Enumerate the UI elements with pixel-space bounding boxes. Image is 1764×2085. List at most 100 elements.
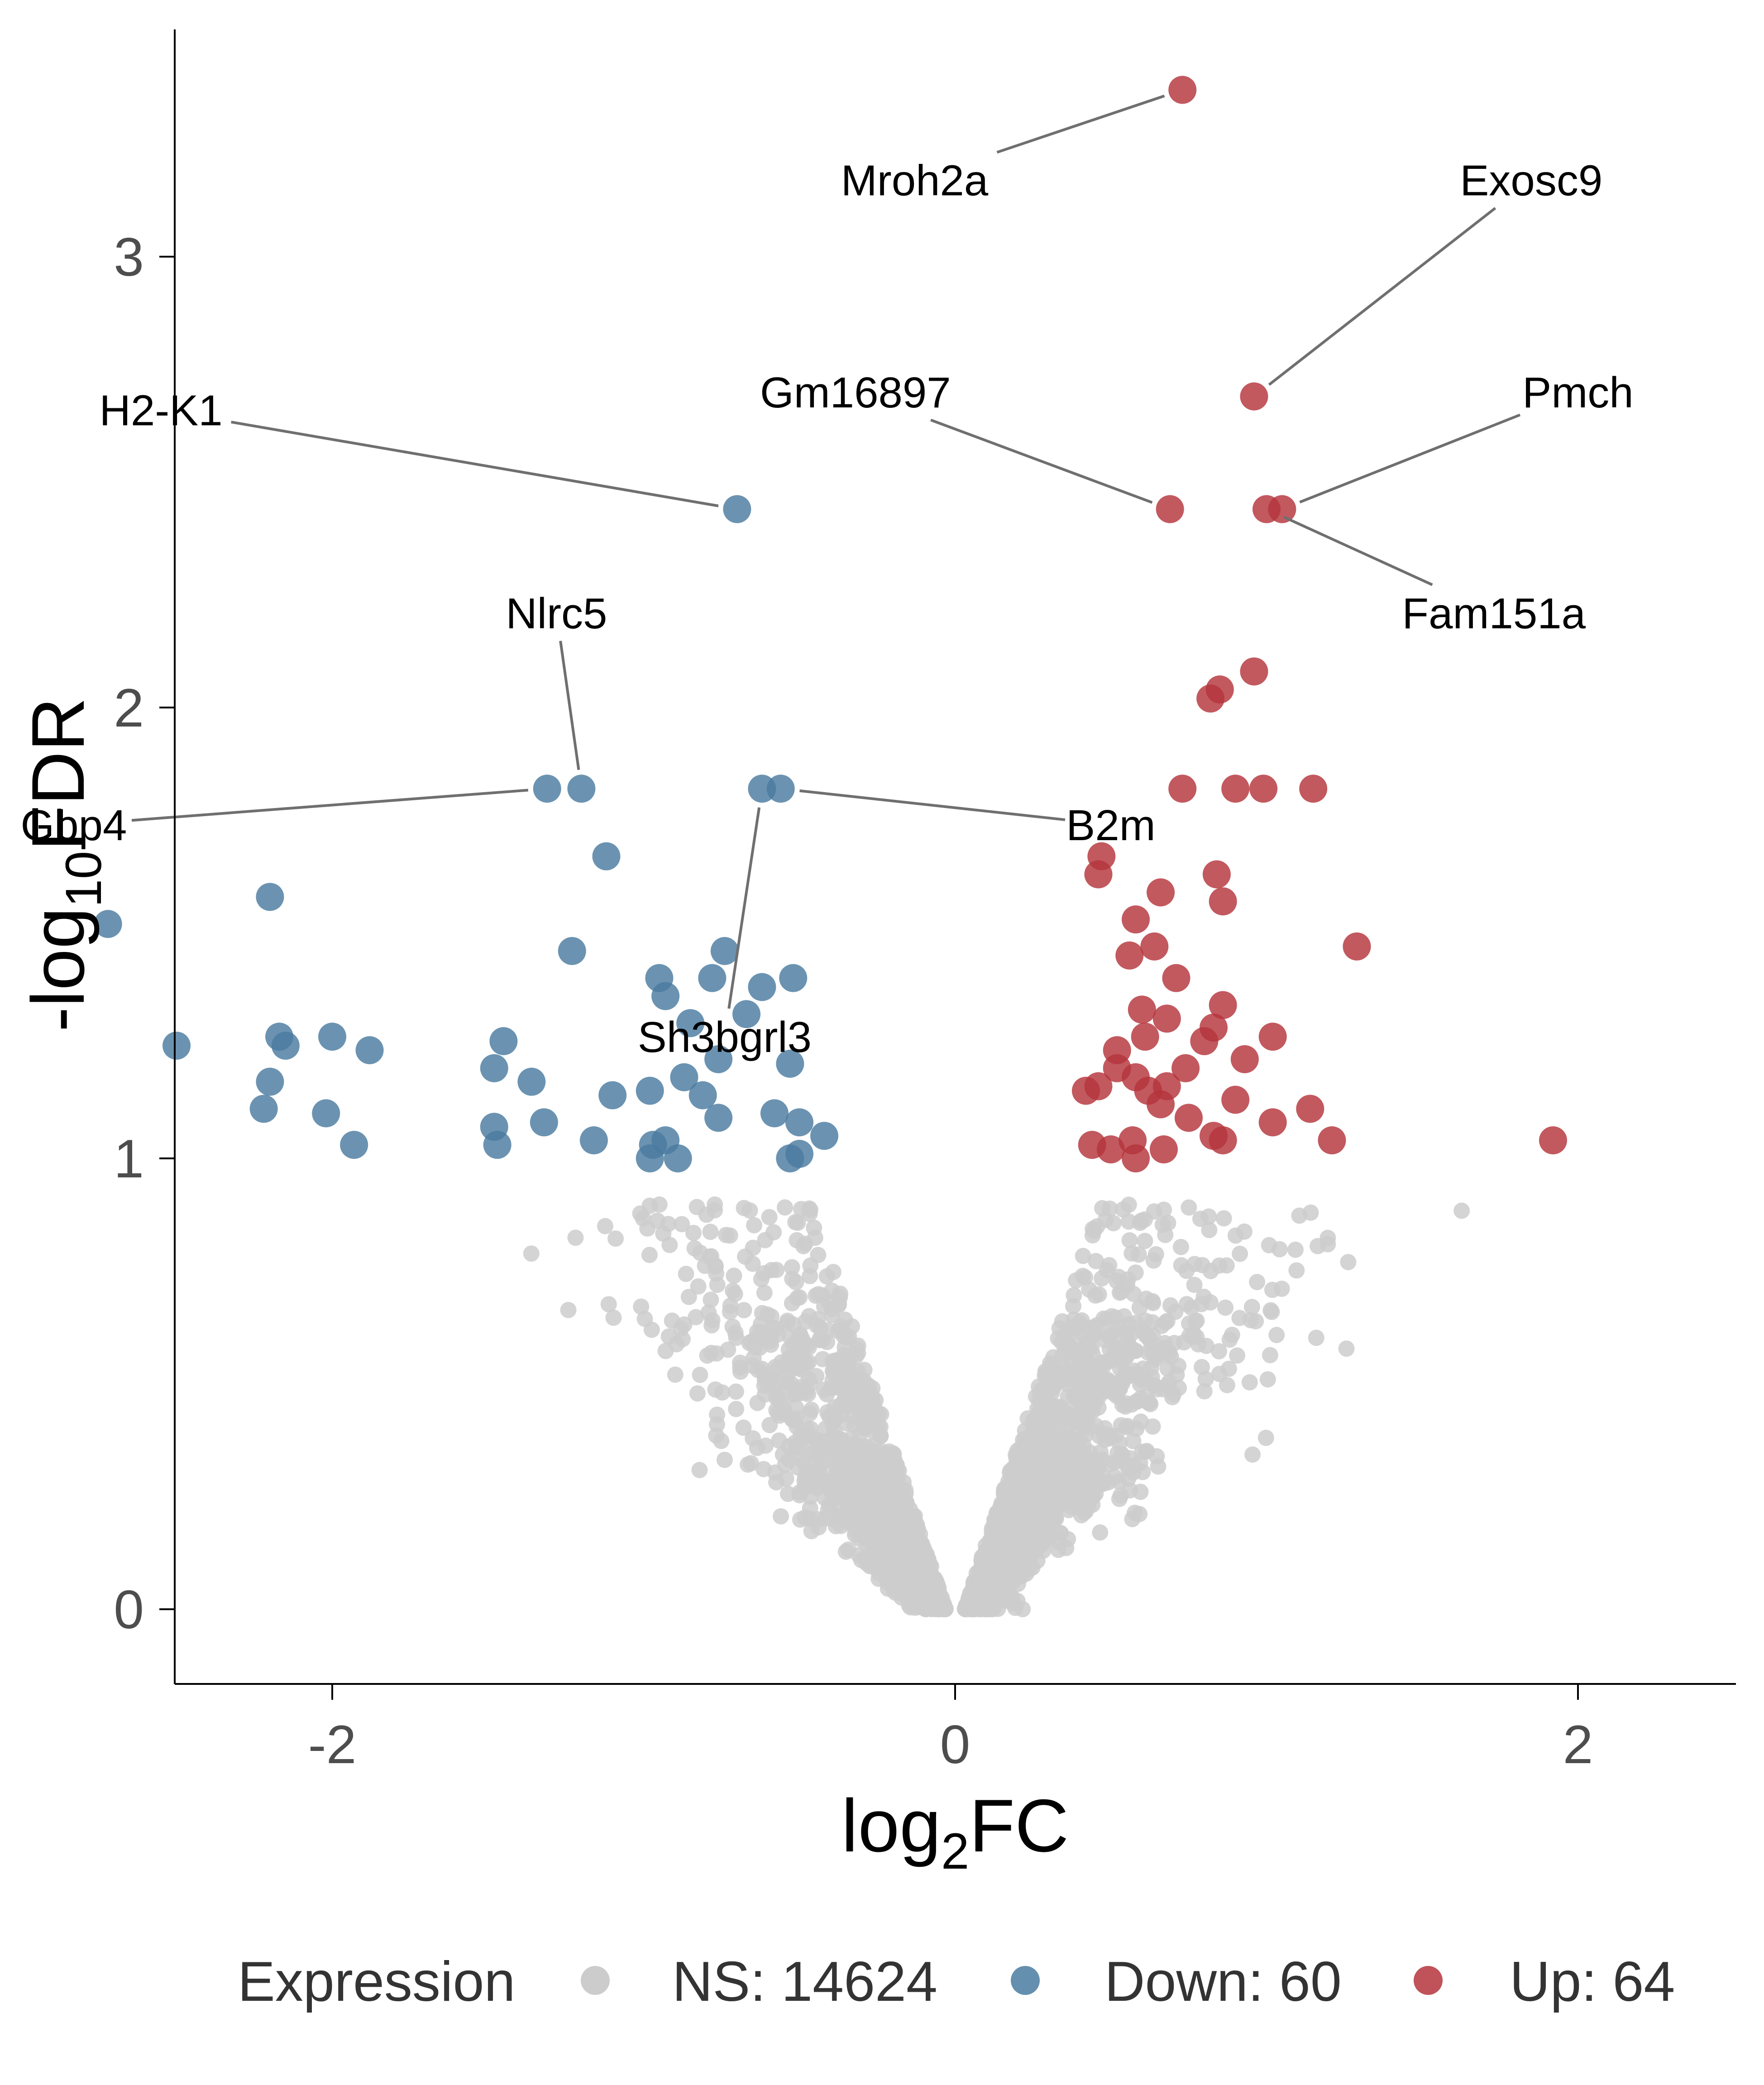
down-point (760, 1099, 789, 1128)
down-point (517, 1067, 546, 1096)
ns-point (793, 1200, 809, 1217)
ns-point (1000, 1491, 1017, 1507)
ns-point (762, 1333, 779, 1349)
label-connector (231, 421, 719, 507)
ns-point (1115, 1201, 1132, 1218)
ns-point (1186, 1256, 1203, 1272)
ns-point (633, 1298, 650, 1315)
ns-point (728, 1401, 745, 1417)
ns-point (1215, 1210, 1232, 1227)
ns-point (560, 1301, 577, 1318)
up-point (1318, 1126, 1346, 1155)
ns-point (784, 1337, 801, 1353)
ns-point (1188, 1329, 1205, 1345)
up-point (1122, 1144, 1150, 1172)
ns-point (1090, 1286, 1107, 1303)
gene-label: B2m (1066, 801, 1155, 850)
up-point (1122, 905, 1150, 934)
ns-point (1243, 1299, 1260, 1315)
up-point (1539, 1126, 1567, 1155)
label-connector-layer (131, 95, 1521, 1009)
ns-point (1262, 1347, 1278, 1363)
label-connector (131, 789, 529, 822)
ns-point (896, 1514, 913, 1530)
ns-point (660, 1215, 677, 1232)
ns-point (1114, 1446, 1130, 1463)
ns-point (1162, 1349, 1179, 1365)
down-point (340, 1131, 368, 1159)
ns-point (923, 1595, 940, 1612)
ns-point (1264, 1282, 1281, 1298)
up-point (1221, 1086, 1250, 1114)
gene-label: Nlrc5 (506, 589, 607, 638)
ns-point (726, 1267, 742, 1284)
y-tick-label: 3 (114, 227, 144, 287)
ns-point (1105, 1215, 1122, 1232)
ns-point (1077, 1367, 1094, 1383)
ns-point (837, 1398, 854, 1415)
gene-label: Mroh2a (841, 157, 989, 205)
down-point (271, 1032, 300, 1060)
ns-point (870, 1570, 887, 1587)
ns-point (777, 1199, 794, 1216)
ns-point (1093, 1270, 1110, 1287)
ns-point (889, 1489, 906, 1506)
ns-point (867, 1464, 884, 1481)
ns-point (814, 1351, 831, 1368)
ns-point (1196, 1383, 1213, 1400)
ns-point (727, 1383, 744, 1400)
down-point (785, 1108, 813, 1137)
down-point (710, 937, 739, 965)
ns-point (1064, 1455, 1080, 1472)
down-point (256, 1067, 284, 1096)
ns-point (1168, 1366, 1185, 1383)
up-point (1175, 1104, 1203, 1132)
ns-point (1268, 1327, 1285, 1344)
down-point (776, 1049, 804, 1078)
up-point (1147, 1090, 1175, 1119)
ns-point (1102, 1456, 1119, 1473)
up-point (1131, 1023, 1159, 1051)
ns-point (1046, 1378, 1062, 1395)
ns-point (779, 1312, 796, 1329)
down-point (676, 1009, 705, 1038)
ns-point (667, 1366, 684, 1383)
ns-point (1249, 1274, 1266, 1291)
up-point (1128, 995, 1156, 1024)
ns-point (735, 1419, 752, 1436)
up-point (1258, 1023, 1287, 1051)
ns-point (567, 1229, 584, 1246)
down-point (567, 775, 596, 803)
ns-point (1031, 1378, 1047, 1395)
ns-point (600, 1296, 617, 1313)
ns-point (872, 1427, 889, 1444)
ns-point (761, 1209, 778, 1225)
up-point (1171, 1054, 1200, 1082)
ns-point (1192, 1210, 1209, 1227)
ns-point (850, 1401, 867, 1418)
ns-point (741, 1202, 758, 1219)
ns-point (1071, 1431, 1088, 1448)
down-point (163, 1032, 191, 1060)
ns-point (1018, 1437, 1035, 1454)
ns-point (1242, 1312, 1259, 1329)
up-point (1140, 932, 1169, 961)
y-axis-title: -log10FDR (16, 698, 112, 1032)
ns-point (722, 1227, 738, 1244)
legend: Expression NS: 14624 Down: 60 Up: 64 (238, 1951, 1675, 2013)
ns-point (840, 1366, 856, 1382)
up-point (1209, 887, 1237, 916)
ns-point (1051, 1320, 1068, 1337)
ns-point (1088, 1253, 1104, 1269)
ns-point (707, 1381, 724, 1398)
gene-label-layer: Mroh2a Exosc9 Pmch Gm16897 Fam151a H2-K1 Nlrc5… (21, 157, 1634, 1062)
ns-point (784, 1411, 800, 1427)
ns-point (1453, 1202, 1470, 1219)
down-point (651, 982, 680, 1010)
ns-point (1183, 1299, 1200, 1316)
ns-point (703, 1291, 719, 1308)
ns-point (918, 1577, 935, 1593)
ns-point (737, 1248, 754, 1265)
up-point (1196, 684, 1225, 713)
ns-point (787, 1434, 803, 1451)
